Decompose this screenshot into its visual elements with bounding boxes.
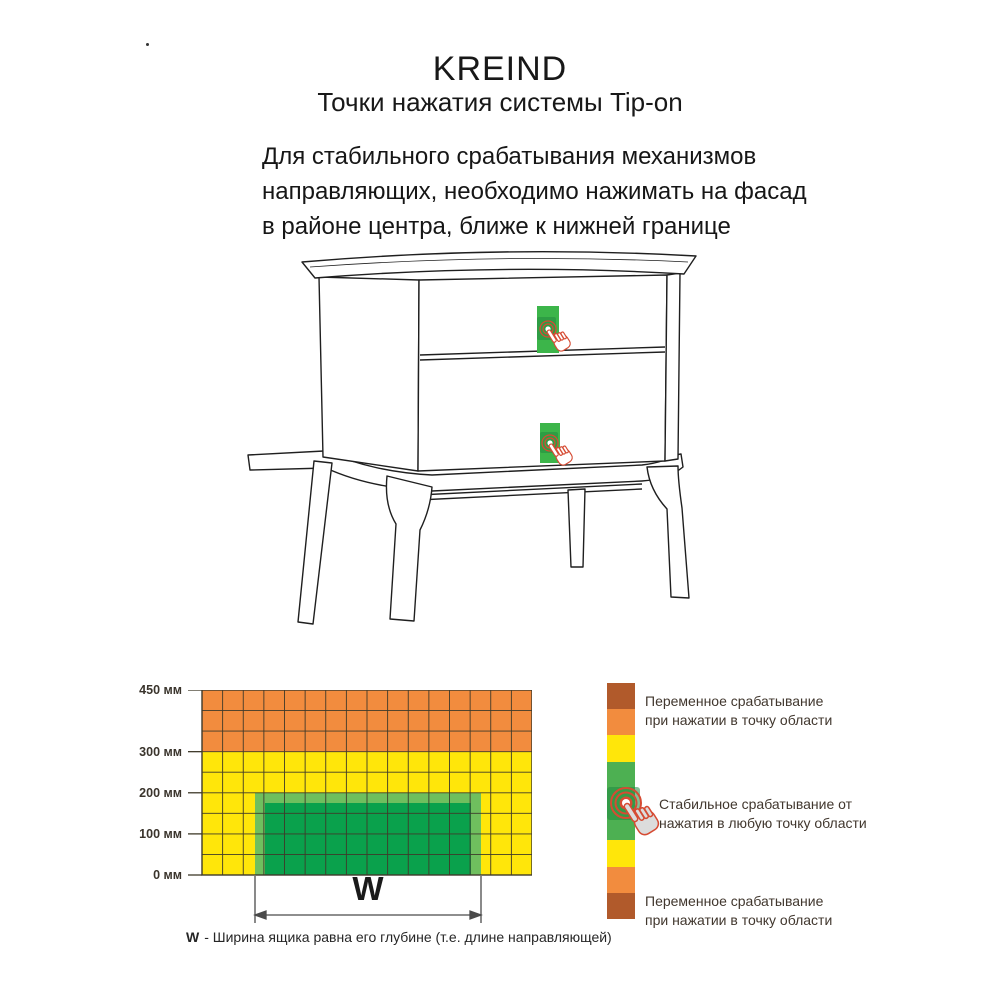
brand-title: KREIND — [432, 50, 568, 88]
y-tick-label: 450 мм — [139, 683, 182, 697]
tabletop-inner-line — [309, 258, 689, 268]
press-ring — [541, 434, 559, 452]
footnote-text: - Ширина ящика равна его глубине (т.е. д… — [204, 929, 612, 945]
legend-bar-segment — [607, 840, 635, 867]
footnote: W- Ширина ящика равна его глубине (т.е. … — [186, 929, 612, 945]
body-right-edge — [664, 272, 681, 462]
press-ring — [539, 320, 557, 338]
legend-entry-line: Стабильное срабатывание от — [659, 796, 853, 812]
legend-entry-variable-bottom: Переменное срабатывание при нажатии в то… — [645, 892, 832, 930]
stray-dot-artifact — [146, 43, 149, 46]
w-dimension-label: W — [352, 870, 384, 907]
leg-front-left — [385, 475, 433, 622]
legend-entry-line: Переменное срабатывание — [645, 893, 824, 909]
press-ring — [610, 787, 642, 819]
legend-bar-segment — [607, 709, 635, 736]
arrowhead-right — [469, 910, 483, 920]
base-frame — [247, 450, 684, 492]
leg-back-left — [297, 460, 333, 625]
base-stretcher — [397, 488, 643, 502]
intro-line: направляющих, необходимо нажимать на фас… — [262, 178, 807, 205]
y-tick-label: 100 мм — [139, 826, 182, 841]
legend-bar-segment — [607, 892, 635, 919]
legend-press-icon — [607, 787, 662, 839]
y-tick-label: 300 мм — [139, 744, 182, 759]
nightstand-drawing — [247, 250, 697, 625]
legend-entry-line: Переменное срабатывание — [645, 693, 824, 709]
leg-front-right — [646, 465, 690, 599]
arrowhead-left — [253, 910, 267, 920]
zone-stable-core — [265, 803, 471, 875]
press-zone-chart — [188, 690, 532, 923]
tabletop — [301, 250, 697, 279]
axis-tick-lines — [188, 690, 202, 876]
chart-border — [201, 690, 532, 876]
y-axis-labels: 450 мм 300 мм 200 мм 100 мм 0 мм — [88, 0, 182, 1000]
legend-bar-segment — [607, 735, 635, 762]
page-subtitle: Точки нажатия системы Tip-on — [317, 87, 683, 117]
legend-entry-line: нажатия в любую точку области — [659, 815, 867, 831]
legend-entry-line: при нажатии в точку области — [645, 912, 833, 928]
legend-bar-segment — [607, 761, 635, 788]
press-ring — [614, 791, 638, 815]
drawer-gap-line — [419, 351, 666, 361]
intro-line: Для стабильного срабатывания механизмов — [262, 143, 757, 170]
leg-back-right — [567, 488, 586, 568]
body-side-panel — [318, 276, 420, 472]
legend-entry-stable: Стабильное срабатывание от нажатия в люб… — [659, 795, 867, 833]
legend-bar-segment — [607, 683, 635, 710]
footnote-term: W — [186, 929, 200, 945]
legend-entry-line: при нажатии в точку области — [645, 712, 833, 728]
y-tick-label: 200 мм — [139, 785, 182, 800]
legend-entry-variable-top: Переменное срабатывание при нажатии в то… — [645, 692, 832, 730]
intro-line: в районе центра, ближе к нижней границе — [262, 213, 731, 240]
base-stretcher — [397, 483, 643, 497]
intro-paragraph: Для стабильного срабатывания механизмов … — [262, 139, 807, 244]
y-tick-label: 0 мм — [153, 868, 182, 882]
legend-bar-segment — [607, 866, 635, 893]
